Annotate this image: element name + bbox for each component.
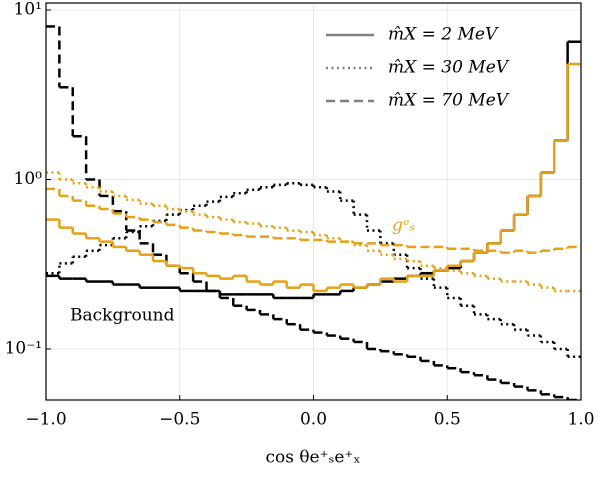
series: [46, 187, 581, 254]
x-tick-label: −0.5: [159, 410, 200, 430]
plot-area: [46, 25, 581, 400]
y-tick-label: 10¹: [14, 0, 42, 20]
legend-label: m̂X = 30 MeV: [388, 58, 510, 78]
x-tick-label: 1.0: [567, 410, 594, 430]
y-tick-label: 10⁻¹: [5, 338, 42, 358]
x-tick-label: −1.0: [25, 410, 66, 430]
y-tick-label: 10⁰: [14, 169, 43, 189]
series: [46, 25, 581, 400]
annotation: gᵉₛ: [392, 216, 415, 236]
series: [46, 171, 581, 293]
x-tick-label: 0.5: [434, 410, 461, 430]
legend-label: m̂X = 70 MeV: [388, 91, 510, 111]
series: [46, 62, 581, 293]
x-axis-label: cos θe⁺ₛe⁺ₓ: [265, 448, 360, 468]
legend-label: m̂X = 2 MeV: [388, 25, 499, 45]
annotation: Background: [70, 306, 175, 326]
x-tick-label: 0.0: [300, 410, 327, 430]
